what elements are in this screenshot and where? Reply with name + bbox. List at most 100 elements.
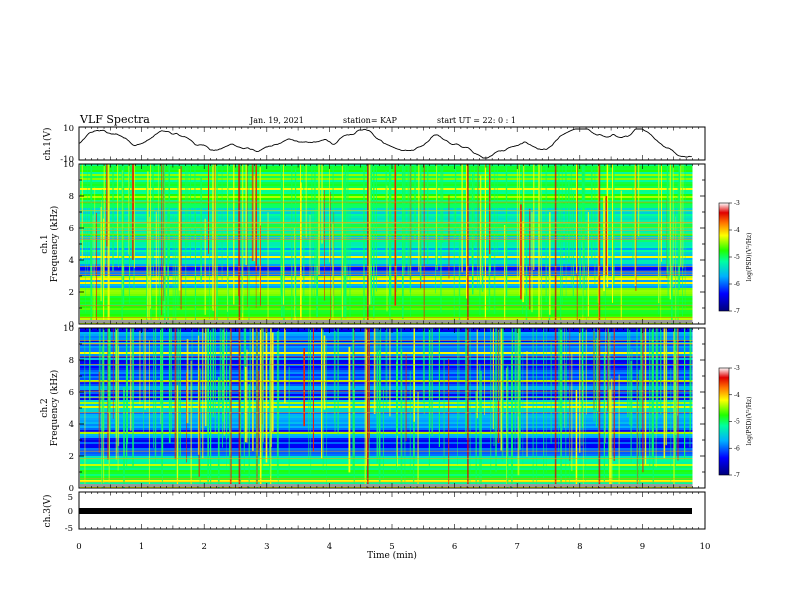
ch2-band [80, 412, 693, 415]
ch1-spike [565, 164, 567, 299]
ch2-band [80, 458, 693, 461]
ch2-spike [609, 333, 611, 438]
ch1-band [80, 322, 693, 325]
ch2-spike [422, 328, 425, 404]
ch1-spike [658, 164, 660, 304]
ch1-spike [150, 201, 152, 324]
ch2-spike [649, 328, 651, 458]
ch2-strong-spike [367, 328, 369, 488]
ch1-spike [96, 212, 97, 324]
ch2-band [80, 440, 693, 443]
ch1-band [80, 304, 693, 307]
ch1-spike [267, 212, 269, 324]
freq-tick-label: 2 [69, 288, 74, 298]
ch2-spike [204, 328, 207, 427]
ch2-spike [663, 328, 666, 459]
ch2-strong-spike [238, 328, 241, 488]
ch1-spike [158, 164, 160, 324]
ch2-spike [670, 368, 672, 488]
ch2-tone [80, 481, 693, 483]
ch2-tone [80, 340, 693, 341]
colorbar-tick-label: -3 [734, 365, 740, 372]
ch1-spike [390, 164, 392, 301]
colorbar-tick-label: -4 [734, 392, 740, 399]
ch1-spike [303, 164, 305, 300]
ch1-spike [605, 223, 606, 324]
ch1-band [80, 310, 693, 313]
ch2-spike [581, 353, 583, 446]
ch2-spike [310, 328, 312, 474]
ch2-spike [322, 328, 324, 472]
time-tick-label: 8 [577, 542, 582, 552]
ch2-spike [179, 328, 181, 459]
ch1-spike [567, 181, 570, 263]
ch2-band [80, 434, 693, 437]
ch1-spike [594, 164, 596, 285]
ch2-tone [80, 364, 693, 365]
ch1-ytick-bottom: -10 [60, 155, 74, 165]
chart-title: VLF Spectra [79, 113, 150, 126]
ch2-spike [284, 328, 286, 404]
ch1-spike [349, 204, 351, 318]
ch2-spike [582, 370, 584, 488]
ch2-spike [148, 340, 150, 488]
ch1-spike [520, 204, 522, 300]
ch2-spike [191, 329, 193, 415]
ch1-spike [155, 211, 157, 324]
ch2-spike [143, 328, 144, 433]
ch1-spike [538, 164, 540, 324]
ch2-spike [154, 328, 156, 463]
ch1-waveform-trace [78, 128, 692, 159]
ch2-spike [569, 387, 570, 488]
ch1-band [80, 294, 693, 297]
ch2-spike [532, 328, 534, 484]
ch2-spike [656, 344, 658, 433]
ch2-spike [511, 354, 513, 488]
ch2-spike [197, 335, 200, 455]
ch1-waveform-ylabel: ch.1(V) [42, 128, 53, 161]
ch2-spike [190, 360, 192, 488]
ch2-spike [469, 328, 471, 487]
ch2-spike [353, 388, 355, 488]
ch1-tone [80, 271, 693, 273]
ch2-spike [246, 349, 248, 443]
ch1-tone [80, 266, 693, 267]
ch1-spike [385, 170, 387, 256]
ch1-tone [80, 227, 693, 229]
ch2-spike [127, 365, 128, 444]
ch2-spike [229, 331, 231, 479]
ch2-strong-spike [467, 328, 469, 488]
ch2-band [80, 430, 693, 433]
ch1-band [80, 282, 693, 285]
ch2-spike [101, 346, 103, 488]
colorbar-tick-label: -5 [734, 419, 740, 426]
ch2-spike [108, 366, 110, 483]
ch1-spike [427, 164, 429, 265]
ch2-spike [84, 334, 86, 407]
ch1-tone [80, 274, 693, 275]
ch1-spike [255, 164, 257, 271]
ch1-spike [208, 164, 209, 254]
ch2-spike [630, 360, 632, 464]
ch1-colorbar-gradient [718, 202, 730, 312]
ch2-band [80, 456, 693, 459]
ch2-spike [558, 328, 559, 452]
ch1-spike [610, 164, 612, 272]
ch2-spike [117, 328, 119, 454]
ch2-spike [665, 328, 667, 446]
ch1-spike [347, 164, 349, 259]
ch1-spike [106, 164, 108, 247]
ch1-spike [174, 217, 177, 324]
ch1-spike [128, 164, 130, 255]
time-tick-label: 5 [389, 542, 394, 552]
ch2-spike [500, 328, 503, 451]
ch1-spike [402, 164, 404, 319]
ch1-spike [488, 191, 490, 274]
ch1-spike [101, 200, 103, 285]
ch2-band [80, 468, 693, 471]
ch1-spike [190, 164, 191, 260]
time-tick-label: 7 [514, 542, 519, 552]
ch2-spike [400, 328, 402, 445]
ch1-spike [131, 164, 133, 267]
ch1-spike [682, 164, 684, 269]
